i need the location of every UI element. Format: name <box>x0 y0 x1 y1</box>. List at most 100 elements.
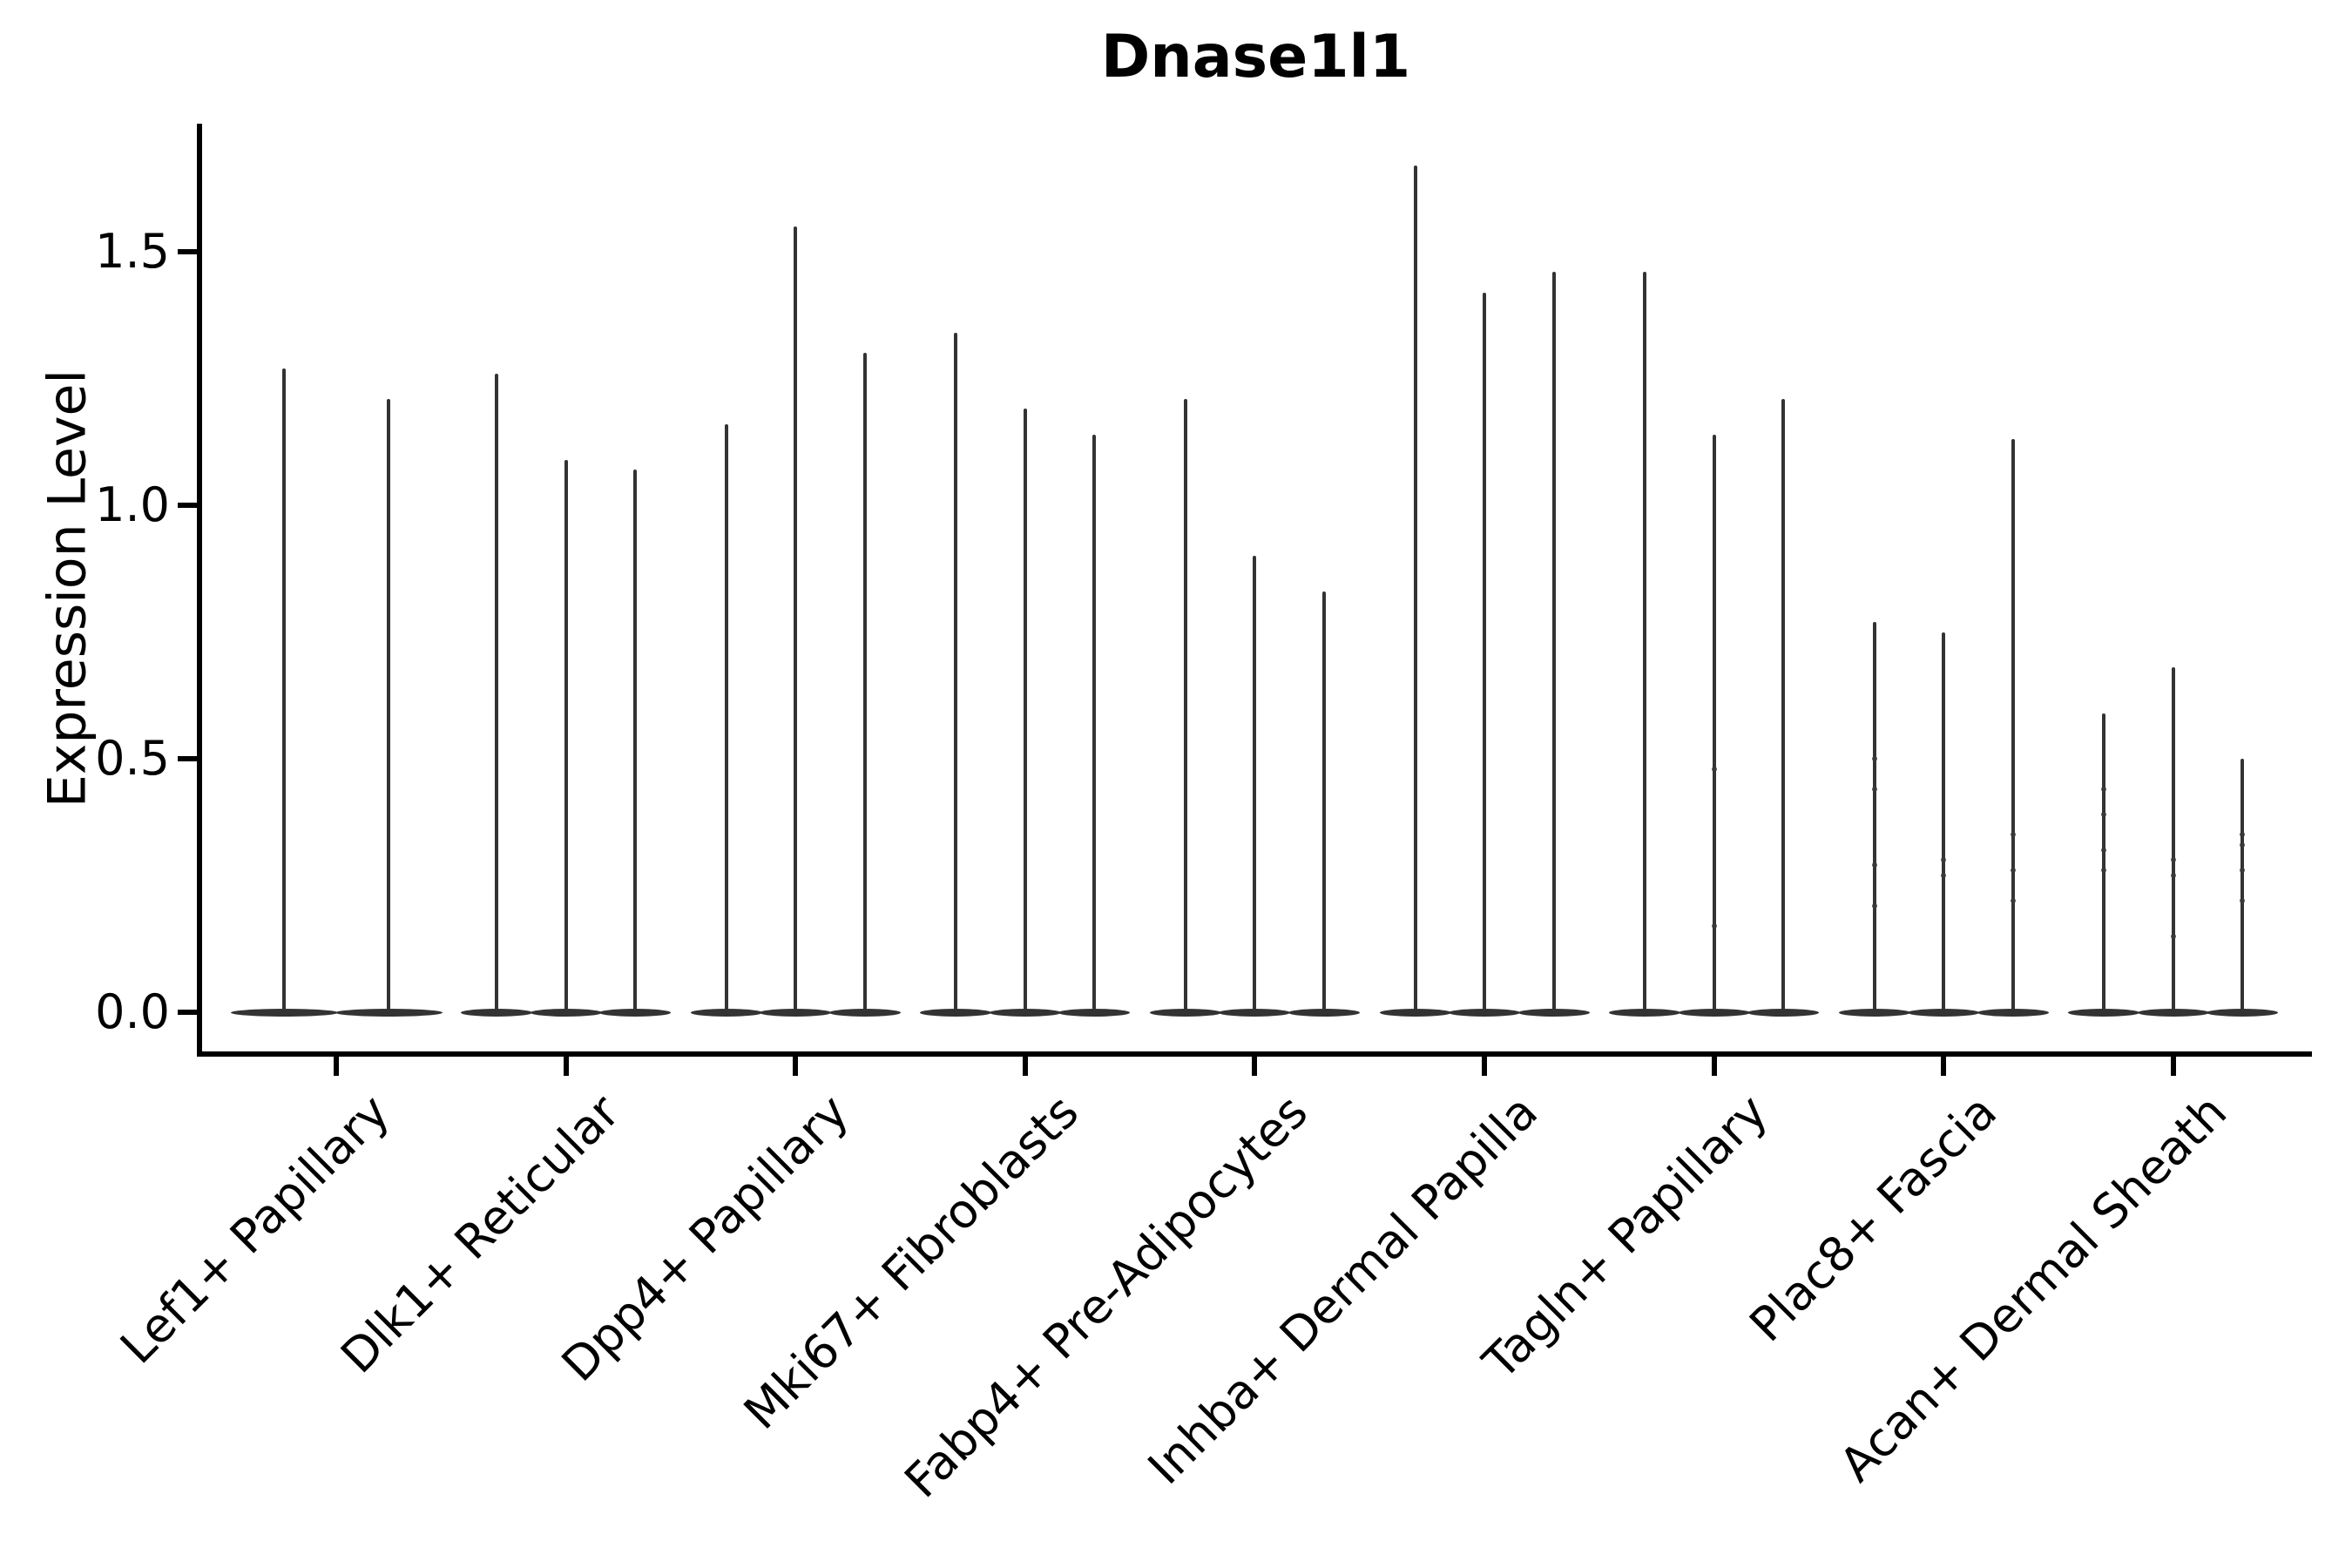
y-axis-tick <box>178 1010 197 1015</box>
chart-title: Dnase1l1 <box>1100 23 1411 91</box>
violin-base <box>1977 1009 2049 1017</box>
violin-spike <box>387 398 390 1016</box>
violin-jitter-point <box>2170 933 2176 939</box>
violin-jitter-point <box>2101 868 2107 874</box>
x-tick-label: Plac8+ Fascia <box>1739 1084 2008 1353</box>
violin-spike <box>495 373 499 1016</box>
x-tick-label: Acan+ Dermal Sheath <box>1828 1084 2237 1493</box>
violin-jitter-point <box>2010 897 2016 903</box>
y-axis-label: Expression Level <box>37 368 98 808</box>
bottom-axis-spine <box>197 1051 2312 1057</box>
y-axis-tick <box>178 249 197 254</box>
violin-jitter-point <box>1871 862 1877 868</box>
violin-spike <box>1551 272 1556 1016</box>
y-tick-label: 1.0 <box>95 477 170 532</box>
violin-base <box>920 1009 992 1017</box>
violin-jitter-point <box>1871 786 1877 792</box>
violin-spike <box>2011 439 2015 1016</box>
violin-spike <box>2102 713 2106 1016</box>
violin-spike <box>1712 434 1716 1016</box>
violin-spike <box>1183 398 1187 1016</box>
x-axis-tick <box>793 1057 799 1076</box>
y-axis-tick <box>178 503 197 508</box>
x-axis-tick <box>1022 1057 1028 1076</box>
violin-spike <box>1781 398 1786 1016</box>
violin-base <box>1219 1009 1291 1017</box>
violin-jitter-point <box>2170 872 2176 878</box>
violin-base <box>828 1009 901 1017</box>
violin-spike <box>2171 667 2175 1016</box>
violin-base <box>1288 1009 1360 1017</box>
violin-spike <box>794 226 798 1016</box>
violin-spike <box>1483 292 1486 1016</box>
violin-jitter-point <box>2240 868 2246 874</box>
violin-base <box>989 1009 1061 1017</box>
violin-spike <box>1872 621 1876 1016</box>
violin-jitter-point <box>2010 832 2016 838</box>
x-axis-tick <box>563 1057 569 1076</box>
violin-base <box>2068 1009 2140 1017</box>
violin-base <box>599 1009 672 1017</box>
violin-jitter-point <box>1941 872 1947 878</box>
violin-base <box>760 1009 832 1017</box>
violin-spike <box>1942 632 1946 1016</box>
violin-jitter-point <box>2101 847 2107 853</box>
violin-base <box>335 1009 443 1017</box>
violin-base <box>2207 1009 2279 1017</box>
violin-base <box>461 1009 533 1017</box>
x-axis-tick <box>1711 1057 1717 1076</box>
violin-spike <box>862 353 867 1016</box>
violin-spike <box>954 333 958 1016</box>
violin-jitter-point <box>2101 786 2107 792</box>
y-tick-label: 1.5 <box>95 224 170 279</box>
x-axis-tick <box>1252 1057 1258 1076</box>
violin-spike <box>1643 272 1647 1016</box>
violin-jitter-point <box>1941 857 1947 863</box>
y-axis-tick <box>178 756 197 761</box>
violin-spike <box>1413 166 1417 1016</box>
violin-spike <box>633 470 638 1016</box>
violin-spike <box>724 423 728 1016</box>
violin-jitter-point <box>1711 766 1717 772</box>
violin-base <box>2137 1009 2209 1017</box>
violin-base <box>230 1009 338 1017</box>
violin-base <box>690 1009 762 1017</box>
violin-base <box>1149 1009 1221 1017</box>
violin-jitter-point <box>1871 756 1877 761</box>
x-axis-tick <box>1482 1057 1487 1076</box>
violin-base <box>1058 1009 1131 1017</box>
y-tick-label: 0.5 <box>95 731 170 786</box>
violin-spike <box>564 459 568 1016</box>
violin-spike <box>1253 556 1257 1016</box>
violin-jitter-point <box>2101 812 2107 818</box>
x-axis-tick <box>2170 1057 2176 1076</box>
violin-base <box>1449 1009 1520 1017</box>
violin-spike <box>1023 409 1027 1016</box>
violin-base <box>530 1009 602 1017</box>
left-axis-spine <box>197 124 202 1057</box>
violin-spike <box>282 368 286 1016</box>
violin-jitter-point <box>2240 897 2246 903</box>
violin-spike <box>2240 759 2245 1016</box>
violin-base <box>1838 1009 1910 1017</box>
violin-spike <box>1321 591 1326 1016</box>
violin-jitter-point <box>1711 923 1717 929</box>
violin-jitter-point <box>2010 868 2016 874</box>
violin-base <box>1517 1009 1590 1017</box>
violin-base <box>1609 1009 1681 1017</box>
violin-jitter-point <box>2240 841 2246 848</box>
violin-jitter-point <box>2240 832 2246 838</box>
violin-base <box>1908 1009 1980 1017</box>
violin-spike <box>1092 434 1097 1016</box>
violin-base <box>1379 1009 1451 1017</box>
violin-jitter-point <box>2170 857 2176 863</box>
x-axis-tick <box>1941 1057 1947 1076</box>
violin-jitter-point <box>1871 902 1877 909</box>
x-tick-label: Inhba+ Dermal Papilla <box>1137 1084 1549 1496</box>
x-tick-label: Fabp4+ Pre-Adipocytes <box>894 1084 1319 1509</box>
violin-base <box>1678 1009 1750 1017</box>
x-axis-tick <box>334 1057 339 1076</box>
y-tick-label: 0.0 <box>95 984 170 1039</box>
violin-base <box>1747 1009 1820 1017</box>
